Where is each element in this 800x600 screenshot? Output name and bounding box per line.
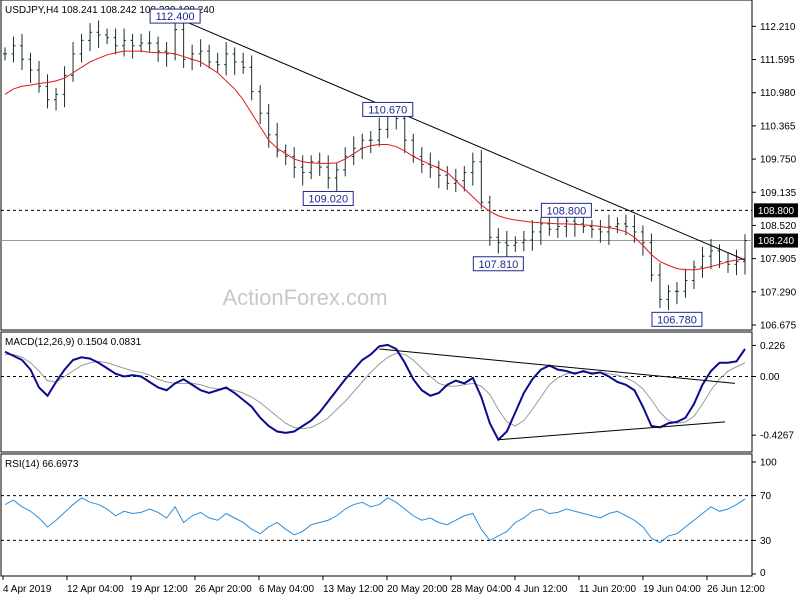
x-tick-label: 26 Apr 20:00 — [195, 584, 252, 595]
rsi-panel-title: RSI(14) 66.6973 — [5, 459, 79, 470]
x-tick-label: 6 May 04:00 — [259, 584, 314, 595]
annotation-label: 107.810 — [478, 259, 518, 271]
x-tick-label: 12 Apr 04:00 — [67, 584, 124, 595]
price-annotation: 107.810 — [472, 256, 524, 272]
macd-y-tick: -0.4267 — [760, 431, 794, 442]
rsi-y-tick: 0 — [760, 568, 766, 579]
macd-panel: MACD(12,26,9) 0.1504 0.0831 0.226 0.00 -0.… — [0, 331, 794, 453]
price-annotation: 112.400 — [149, 8, 201, 24]
macd-signal-line — [5, 352, 746, 430]
price-y-tick: 110.365 — [760, 121, 796, 132]
macd-line — [4, 343, 746, 442]
x-tick-label: 13 May 12:00 — [323, 584, 384, 595]
price-panel-title: USDJPY,H4 108.241 108.242 108.229 108.24… — [5, 5, 215, 16]
macd-upper-trendline — [379, 348, 736, 384]
watermark: ActionForex.com — [222, 285, 387, 310]
price-levels — [1, 209, 752, 242]
x-tick-label: 19 Jun 04:00 — [643, 584, 701, 595]
x-tick-label: 28 May 04:00 — [451, 584, 512, 595]
x-tick-label: 4 Apr 2019 — [3, 584, 52, 595]
price-annotation: 106.780 — [651, 311, 703, 327]
annotation-label: 112.400 — [156, 11, 195, 23]
macd-panel-title: MACD(12,26,9) 0.1504 0.0831 — [5, 337, 142, 348]
rsi-y-axis: 100 70 30 0 — [752, 458, 777, 579]
price-panel: USDJPY,H4 108.241 108.242 108.229 108.24… — [0, 0, 798, 332]
annotation-label: 106.780 — [657, 314, 697, 326]
price-annotation: 108.800 — [540, 202, 592, 218]
rsi-y-tick: 30 — [760, 536, 772, 547]
macd-y-tick: 0.00 — [760, 372, 780, 383]
price-level-label: 108.800 — [758, 206, 795, 217]
price-y-tick: 108.520 — [760, 221, 797, 232]
annotation-label: 108.800 — [546, 205, 586, 217]
price-y-tick: 111.595 — [760, 55, 795, 66]
price-trendline — [174, 16, 746, 261]
price-y-axis: 112.210 111.595 110.980 110.365 109.750 109.1… — [752, 22, 798, 332]
x-tick-label: 26 Jun 12:00 — [707, 584, 765, 595]
macd-lower-trendline — [498, 421, 726, 441]
annotation-label: 110.670 — [368, 104, 407, 116]
x-tick-label: 19 Apr 12:00 — [131, 584, 188, 595]
price-y-tick: 112.210 — [760, 22, 796, 33]
rsi-y-tick: 70 — [760, 491, 772, 502]
price-y-tick: 110.980 — [760, 88, 796, 99]
price-bars — [3, 17, 747, 311]
rsi-panel: RSI(14) 66.6973 100 70 30 0 — [0, 453, 777, 579]
rsi-line — [4, 497, 746, 544]
macd-y-tick: 0.226 — [760, 341, 785, 352]
price-y-tick: 109.135 — [760, 188, 797, 199]
price-level-label: 108.240 — [758, 236, 795, 247]
x-tick-label: 20 May 20:00 — [387, 584, 448, 595]
x-tick-label: 11 Jun 20:00 — [579, 584, 637, 595]
price-y-tick: 106.675 — [760, 321, 797, 332]
price-annotation: 109.020 — [302, 190, 354, 206]
price-y-tick: 107.290 — [760, 287, 797, 298]
price-annotations: 112.400 110.670 109.020 108.800 107.810 106.7… — [149, 8, 703, 327]
annotation-label: 109.020 — [308, 193, 348, 205]
moving-average-line — [4, 50, 746, 271]
rsi-y-tick: 100 — [760, 458, 777, 469]
price-y-tick: 107.905 — [760, 254, 797, 265]
price-y-tick: 109.750 — [760, 155, 797, 166]
x-axis: 4 Apr 2019 12 Apr 04:00 19 Apr 12:00 26 Apr… — [2, 576, 765, 595]
price-annotation: 110.670 — [362, 101, 414, 117]
x-tick-label: 4 Jun 12:00 — [515, 584, 568, 595]
macd-y-axis: 0.226 0.00 -0.4267 — [752, 341, 794, 442]
